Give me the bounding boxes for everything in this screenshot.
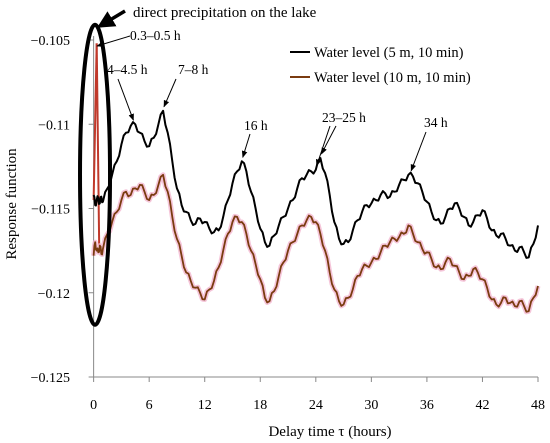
legend-label-series-0: Water level (5 m, 10 min) (314, 45, 464, 61)
x-tick-label: 48 (531, 398, 545, 413)
precipitation-spike (95, 43, 101, 246)
legend: Water level (5 m, 10 min) Water level (1… (290, 45, 471, 86)
y-tick-label: −0.12 (38, 287, 70, 302)
annotation-arrow-3 (163, 78, 177, 108)
y-tick-label: −0.115 (31, 203, 70, 218)
annotation-label-2: 4–4.5 h (107, 62, 148, 77)
y-axis-title: Response function (4, 148, 20, 260)
legend-label-series-1: Water level (10 m, 10 min) (314, 70, 471, 86)
y-tick-label: −0.105 (31, 34, 70, 49)
annotation-arrow-2 (117, 78, 134, 121)
x-tick-label: 0 (90, 398, 97, 413)
annotation-arrow-4 (241, 133, 251, 158)
annotation-label-1: 0.3–0.5 h (130, 28, 181, 43)
annotation-label-0: direct precipitation on the lake (133, 5, 317, 21)
x-tick-label: 36 (420, 398, 434, 413)
annotation-arrow-1 (96, 35, 131, 47)
axes: 0 6 12 18 24 30 36 42 48 −0.125 −0.12 −0.115 −0.11 −0… (31, 34, 545, 413)
annotation-arrow-5-b (320, 125, 337, 155)
x-tick-label: 42 (475, 398, 489, 413)
x-tick-label: 12 (198, 398, 212, 413)
annotation-label-3: 7–8 h (178, 62, 209, 77)
annotation-arrow-6 (410, 131, 427, 172)
x-tick-label: 30 (364, 398, 378, 413)
annotation-arrow-0 (96, 9, 126, 28)
y-tick-label: −0.11 (38, 118, 70, 133)
series-glow-1 (91, 172, 541, 315)
x-axis-title: Delay time τ (hours) (268, 424, 391, 440)
x-tick-label: 6 (146, 398, 153, 413)
annotation-label-4: 16 h (244, 118, 268, 133)
annotation-label-6: 34 h (424, 115, 448, 130)
annotation-arrow-5 (316, 125, 331, 167)
annotation-layer: direct precipitation on the lake 0.3–0.5 … (78, 5, 448, 327)
y-tick-label: −0.125 (31, 371, 70, 386)
series-layer (91, 43, 541, 315)
x-tick-label: 24 (309, 398, 323, 413)
x-tick-label: 18 (253, 398, 267, 413)
series-line-0 (92, 109, 539, 259)
series-line-1 (92, 173, 539, 313)
early-response-ellipse (78, 22, 113, 327)
annotation-label-5: 23–25 h (322, 110, 366, 125)
